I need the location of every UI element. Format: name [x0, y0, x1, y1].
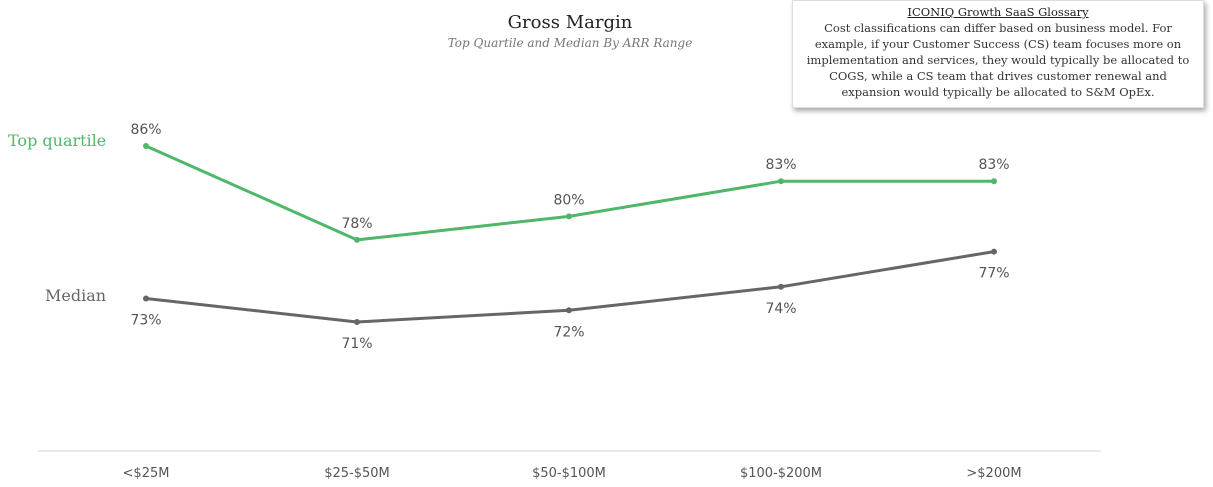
median-data-label: 73% [130, 313, 161, 329]
top-quartile-point [143, 143, 149, 149]
top-quartile-data-label: 80% [553, 192, 584, 208]
median-data-label: 71% [341, 336, 372, 352]
x-tick-label: >$200M [966, 466, 1021, 481]
glossary-text: Cost classifications can differ based on… [806, 21, 1190, 99]
median-point [991, 248, 997, 255]
median-point [354, 319, 360, 325]
glossary-title: ICONIQ Growth SaaS Glossary [907, 5, 1089, 19]
median-point [778, 283, 784, 290]
top-quartile-data-label: 83% [765, 157, 796, 173]
chart-title: Gross Margin [507, 12, 633, 33]
median-point [566, 307, 572, 314]
x-tick-label: $50-$100M [532, 466, 606, 481]
top-quartile-data-label: 78% [341, 216, 372, 232]
top-quartile-point [778, 178, 784, 185]
top-quartile-series-label: Top quartile [8, 131, 106, 150]
top-quartile-data-label: 83% [978, 157, 1009, 173]
median-data-label: 77% [978, 266, 1009, 282]
x-tick-label: <$25M [123, 466, 170, 481]
median-data-label: 72% [553, 324, 584, 340]
glossary-box: ICONIQ Growth SaaS Glossary Cost classif… [792, 0, 1204, 108]
x-tick-label: $25-$50M [324, 466, 390, 481]
top-quartile-data-label: 86% [130, 122, 161, 138]
median-data-label: 74% [765, 301, 796, 317]
top-quartile-point [991, 178, 997, 185]
chart-subtitle: Top Quartile and Median By ARR Range [447, 36, 693, 50]
top-quartile-point [354, 236, 360, 243]
top-quartile-point [566, 213, 572, 220]
median-point [143, 295, 149, 302]
x-tick-label: $100-$200M [740, 466, 822, 481]
median-series-label: Median [45, 286, 106, 305]
